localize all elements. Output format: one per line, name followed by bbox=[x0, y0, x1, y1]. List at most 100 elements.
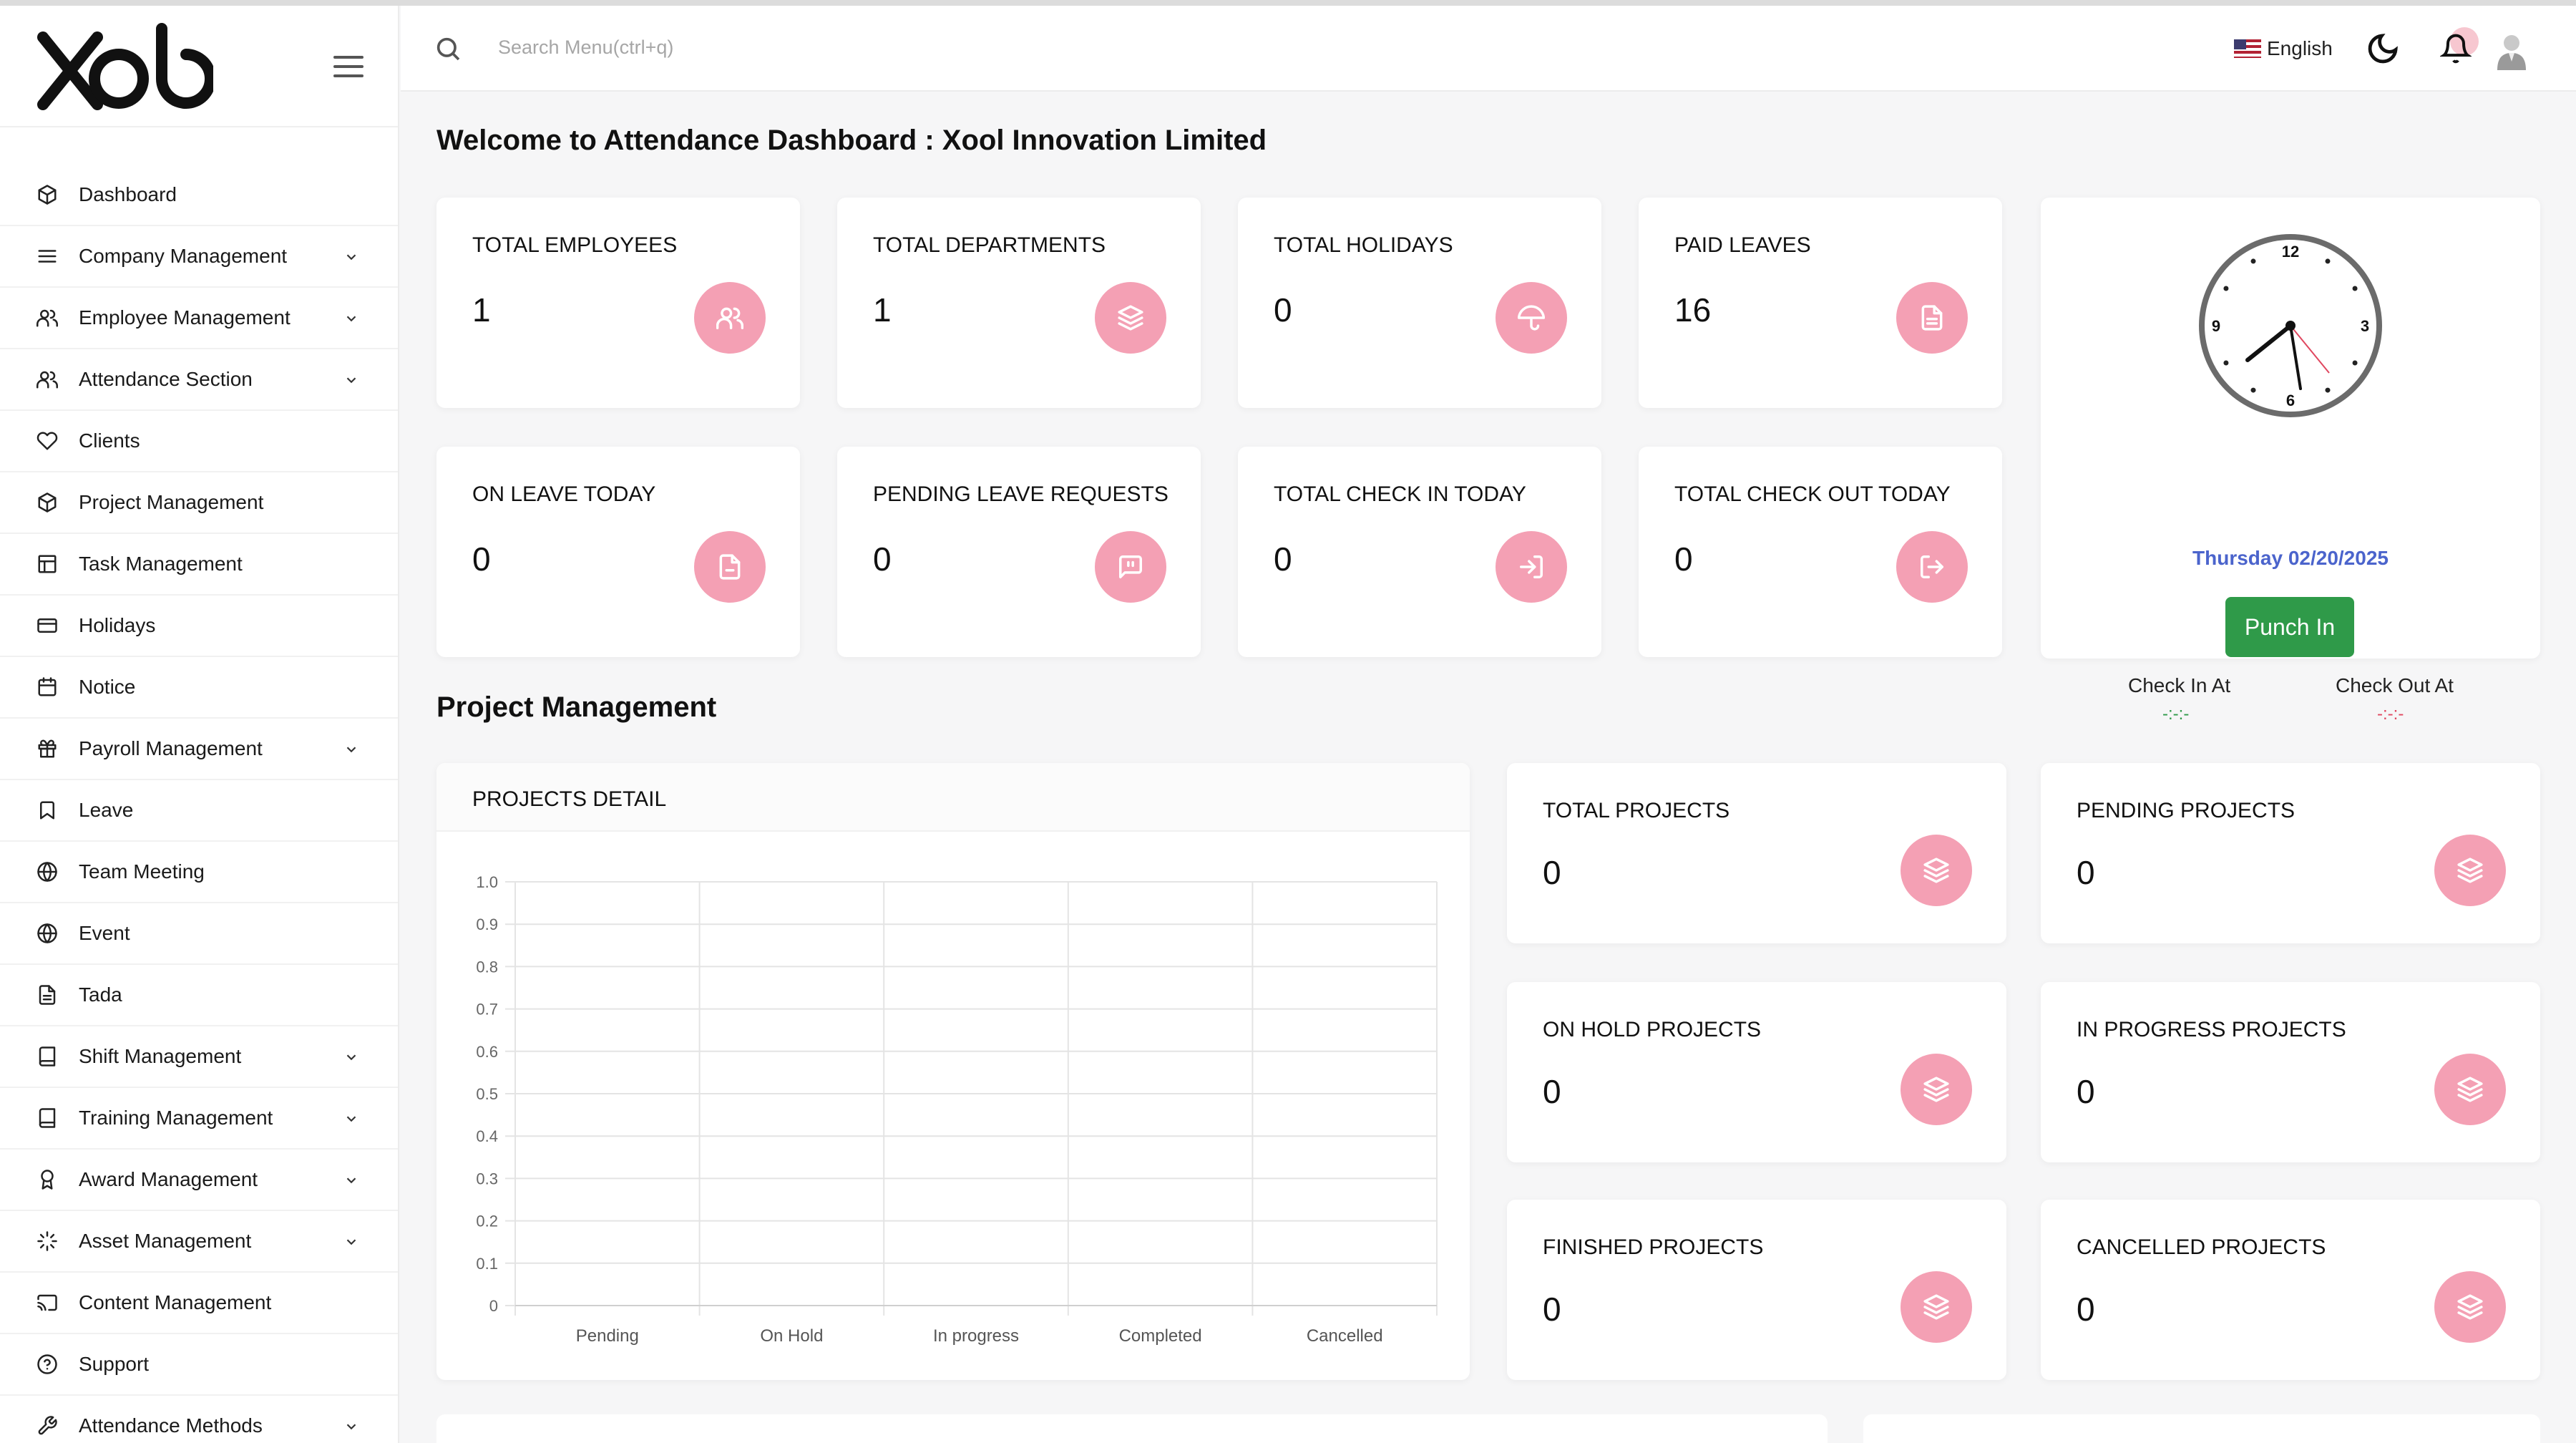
stat-card-total-employees[interactable]: TOTAL EMPLOYEES 1 bbox=[436, 198, 800, 408]
sidebar-item-project-management[interactable]: Project Management bbox=[0, 472, 398, 534]
award-icon bbox=[36, 1168, 59, 1191]
sidebar-item-employee-management[interactable]: Employee Management bbox=[0, 288, 398, 349]
top-header: English bbox=[401, 6, 2576, 92]
chevron-down-icon[interactable] bbox=[343, 372, 359, 388]
chart-y-tick-label: 0.3 bbox=[476, 1170, 498, 1187]
sidebar-item-label: Shift Management bbox=[79, 1045, 242, 1067]
sidebar-item-leave[interactable]: Leave bbox=[0, 780, 398, 842]
sidebar-item-event[interactable]: Event bbox=[0, 903, 398, 965]
chart-y-tick-label: 0.2 bbox=[476, 1213, 498, 1230]
clock-center bbox=[2285, 321, 2296, 331]
stat-card-total-departments[interactable]: TOTAL DEPARTMENTS 1 bbox=[837, 198, 1201, 408]
language-selector[interactable]: English bbox=[2234, 37, 2333, 60]
chart-y-tick-label: 0.8 bbox=[476, 958, 498, 976]
globe-icon bbox=[36, 860, 59, 883]
chart-y-tick-label: 0 bbox=[489, 1297, 498, 1315]
project-stat-value: 0 bbox=[2077, 1073, 2095, 1110]
chart-y-tick-label: 0.1 bbox=[476, 1255, 498, 1273]
chart-title: PROJECTS DETAIL bbox=[472, 787, 667, 811]
project-stat-value: 0 bbox=[1543, 854, 1561, 891]
project-stat-title: PENDING PROJECTS bbox=[2077, 799, 2296, 822]
sidebar-item-asset-management[interactable]: Asset Management bbox=[0, 1211, 398, 1273]
stat-card-pending-leave-requests[interactable]: PENDING LEAVE REQUESTS 0 bbox=[837, 447, 1201, 657]
clock-tick bbox=[2250, 387, 2256, 393]
search-icon[interactable] bbox=[434, 34, 462, 63]
log-in-icon bbox=[1496, 531, 1567, 603]
project-card-in-progress-projects[interactable]: IN PROGRESS PROJECTS 0 bbox=[2041, 982, 2540, 1162]
sidebar-item-shift-management[interactable]: Shift Management bbox=[0, 1026, 398, 1088]
book-icon bbox=[36, 1045, 59, 1068]
brand-logo[interactable] bbox=[34, 21, 213, 112]
bookmark-icon bbox=[36, 799, 59, 822]
sidebar-item-support[interactable]: Support bbox=[0, 1334, 398, 1396]
sidebar-menu: Dashboard Company Management Employee Mana… bbox=[0, 165, 398, 1443]
chevron-down-icon[interactable] bbox=[343, 1049, 359, 1065]
user-avatar[interactable] bbox=[2493, 30, 2530, 70]
chevron-down-icon[interactable] bbox=[343, 1419, 359, 1434]
stat-value: 1 bbox=[472, 291, 491, 329]
stat-value: 0 bbox=[873, 540, 892, 578]
chevron-down-icon[interactable] bbox=[343, 1111, 359, 1127]
sidebar-item-attendance-section[interactable]: Attendance Section bbox=[0, 349, 398, 411]
project-section-title: Project Management bbox=[436, 691, 717, 723]
sidebar-item-team-meeting[interactable]: Team Meeting bbox=[0, 842, 398, 903]
sidebar-item-label: Project Management bbox=[79, 491, 264, 513]
project-card-pending-projects[interactable]: PENDING PROJECTS 0 bbox=[2041, 763, 2540, 943]
sidebar-item-holidays[interactable]: Holidays bbox=[0, 596, 398, 657]
punch-in-button[interactable]: Punch In bbox=[2225, 597, 2354, 657]
project-stat-value: 0 bbox=[2077, 854, 2095, 891]
sidebar-item-dashboard[interactable]: Dashboard bbox=[0, 165, 398, 226]
stat-value: 1 bbox=[873, 291, 892, 329]
chart-y-tick-label: 1.0 bbox=[476, 873, 498, 891]
stat-card-on-leave-today[interactable]: ON LEAVE TODAY 0 bbox=[436, 447, 800, 657]
stat-card-total-check-out-today[interactable]: TOTAL CHECK OUT TODAY 0 bbox=[1639, 447, 2002, 657]
project-card-finished-projects[interactable]: FINISHED PROJECTS 0 bbox=[1507, 1200, 2006, 1380]
chart-x-tick-label: In progress bbox=[933, 1326, 1019, 1346]
chevron-down-icon[interactable] bbox=[343, 249, 359, 265]
sidebar-item-training-management[interactable]: Training Management bbox=[0, 1088, 398, 1150]
credit-card-icon bbox=[36, 614, 59, 637]
file-icon bbox=[694, 531, 766, 603]
search-input[interactable] bbox=[498, 31, 999, 63]
chevron-down-icon[interactable] bbox=[343, 1234, 359, 1250]
dark-mode-moon-icon[interactable] bbox=[2366, 31, 2400, 66]
table-icon bbox=[36, 553, 59, 575]
stat-value: 0 bbox=[1674, 540, 1693, 578]
chevron-down-icon[interactable] bbox=[343, 311, 359, 326]
sidebar-item-clients[interactable]: Clients bbox=[0, 411, 398, 472]
stat-title: PAID LEAVES bbox=[1674, 233, 1811, 257]
hamburger-menu-icon[interactable] bbox=[333, 56, 364, 80]
clock-tick bbox=[2250, 258, 2256, 264]
sidebar-item-attendance-methods[interactable]: Attendance Methods bbox=[0, 1396, 398, 1443]
chart-x-tick-label: Pending bbox=[576, 1326, 639, 1346]
analog-clock: 12 3 6 9 bbox=[2199, 234, 2382, 417]
project-card-total-projects[interactable]: TOTAL PROJECTS 0 bbox=[1507, 763, 2006, 943]
chart-y-tick-label: 0.5 bbox=[476, 1085, 498, 1103]
project-stat-title: CANCELLED PROJECTS bbox=[2077, 1235, 2326, 1259]
stat-value: 0 bbox=[1274, 540, 1292, 578]
stat-title: ON LEAVE TODAY bbox=[472, 482, 656, 506]
project-card-cancelled-projects[interactable]: CANCELLED PROJECTS 0 bbox=[2041, 1200, 2540, 1380]
chevron-down-icon[interactable] bbox=[343, 1172, 359, 1188]
clock-second-hand bbox=[2290, 325, 2330, 374]
stat-title: TOTAL EMPLOYEES bbox=[472, 233, 678, 257]
sidebar-item-tada[interactable]: Tada bbox=[0, 965, 398, 1026]
sidebar-item-payroll-management[interactable]: Payroll Management bbox=[0, 719, 398, 780]
file-text-icon bbox=[1896, 282, 1968, 354]
notification-bell-icon[interactable] bbox=[2437, 27, 2479, 67]
project-card-on-hold-projects[interactable]: ON HOLD PROJECTS 0 bbox=[1507, 982, 2006, 1162]
sidebar-item-company-management[interactable]: Company Management bbox=[0, 226, 398, 288]
logo-row bbox=[0, 6, 398, 127]
sidebar-item-label: Employee Management bbox=[79, 306, 291, 329]
projects-detail-card: PROJECTS DETAIL 0 0.1 0.2 0.3 0.4 0.5 0.6 0.7 0.… bbox=[436, 763, 1470, 1380]
chevron-down-icon[interactable] bbox=[343, 742, 359, 757]
sidebar-item-task-management[interactable]: Task Management bbox=[0, 534, 398, 596]
sidebar-item-award-management[interactable]: Award Management bbox=[0, 1150, 398, 1211]
check-out-label: Check Out At bbox=[2336, 674, 2454, 696]
sidebar-item-content-management[interactable]: Content Management bbox=[0, 1273, 398, 1334]
bottom-card-left bbox=[436, 1414, 1828, 1443]
stat-card-paid-leaves[interactable]: PAID LEAVES 16 bbox=[1639, 198, 2002, 408]
sidebar-item-notice[interactable]: Notice bbox=[0, 657, 398, 719]
stat-card-total-holidays[interactable]: TOTAL HOLIDAYS 0 bbox=[1238, 198, 1601, 408]
stat-card-total-check-in-today[interactable]: TOTAL CHECK IN TODAY 0 bbox=[1238, 447, 1601, 657]
